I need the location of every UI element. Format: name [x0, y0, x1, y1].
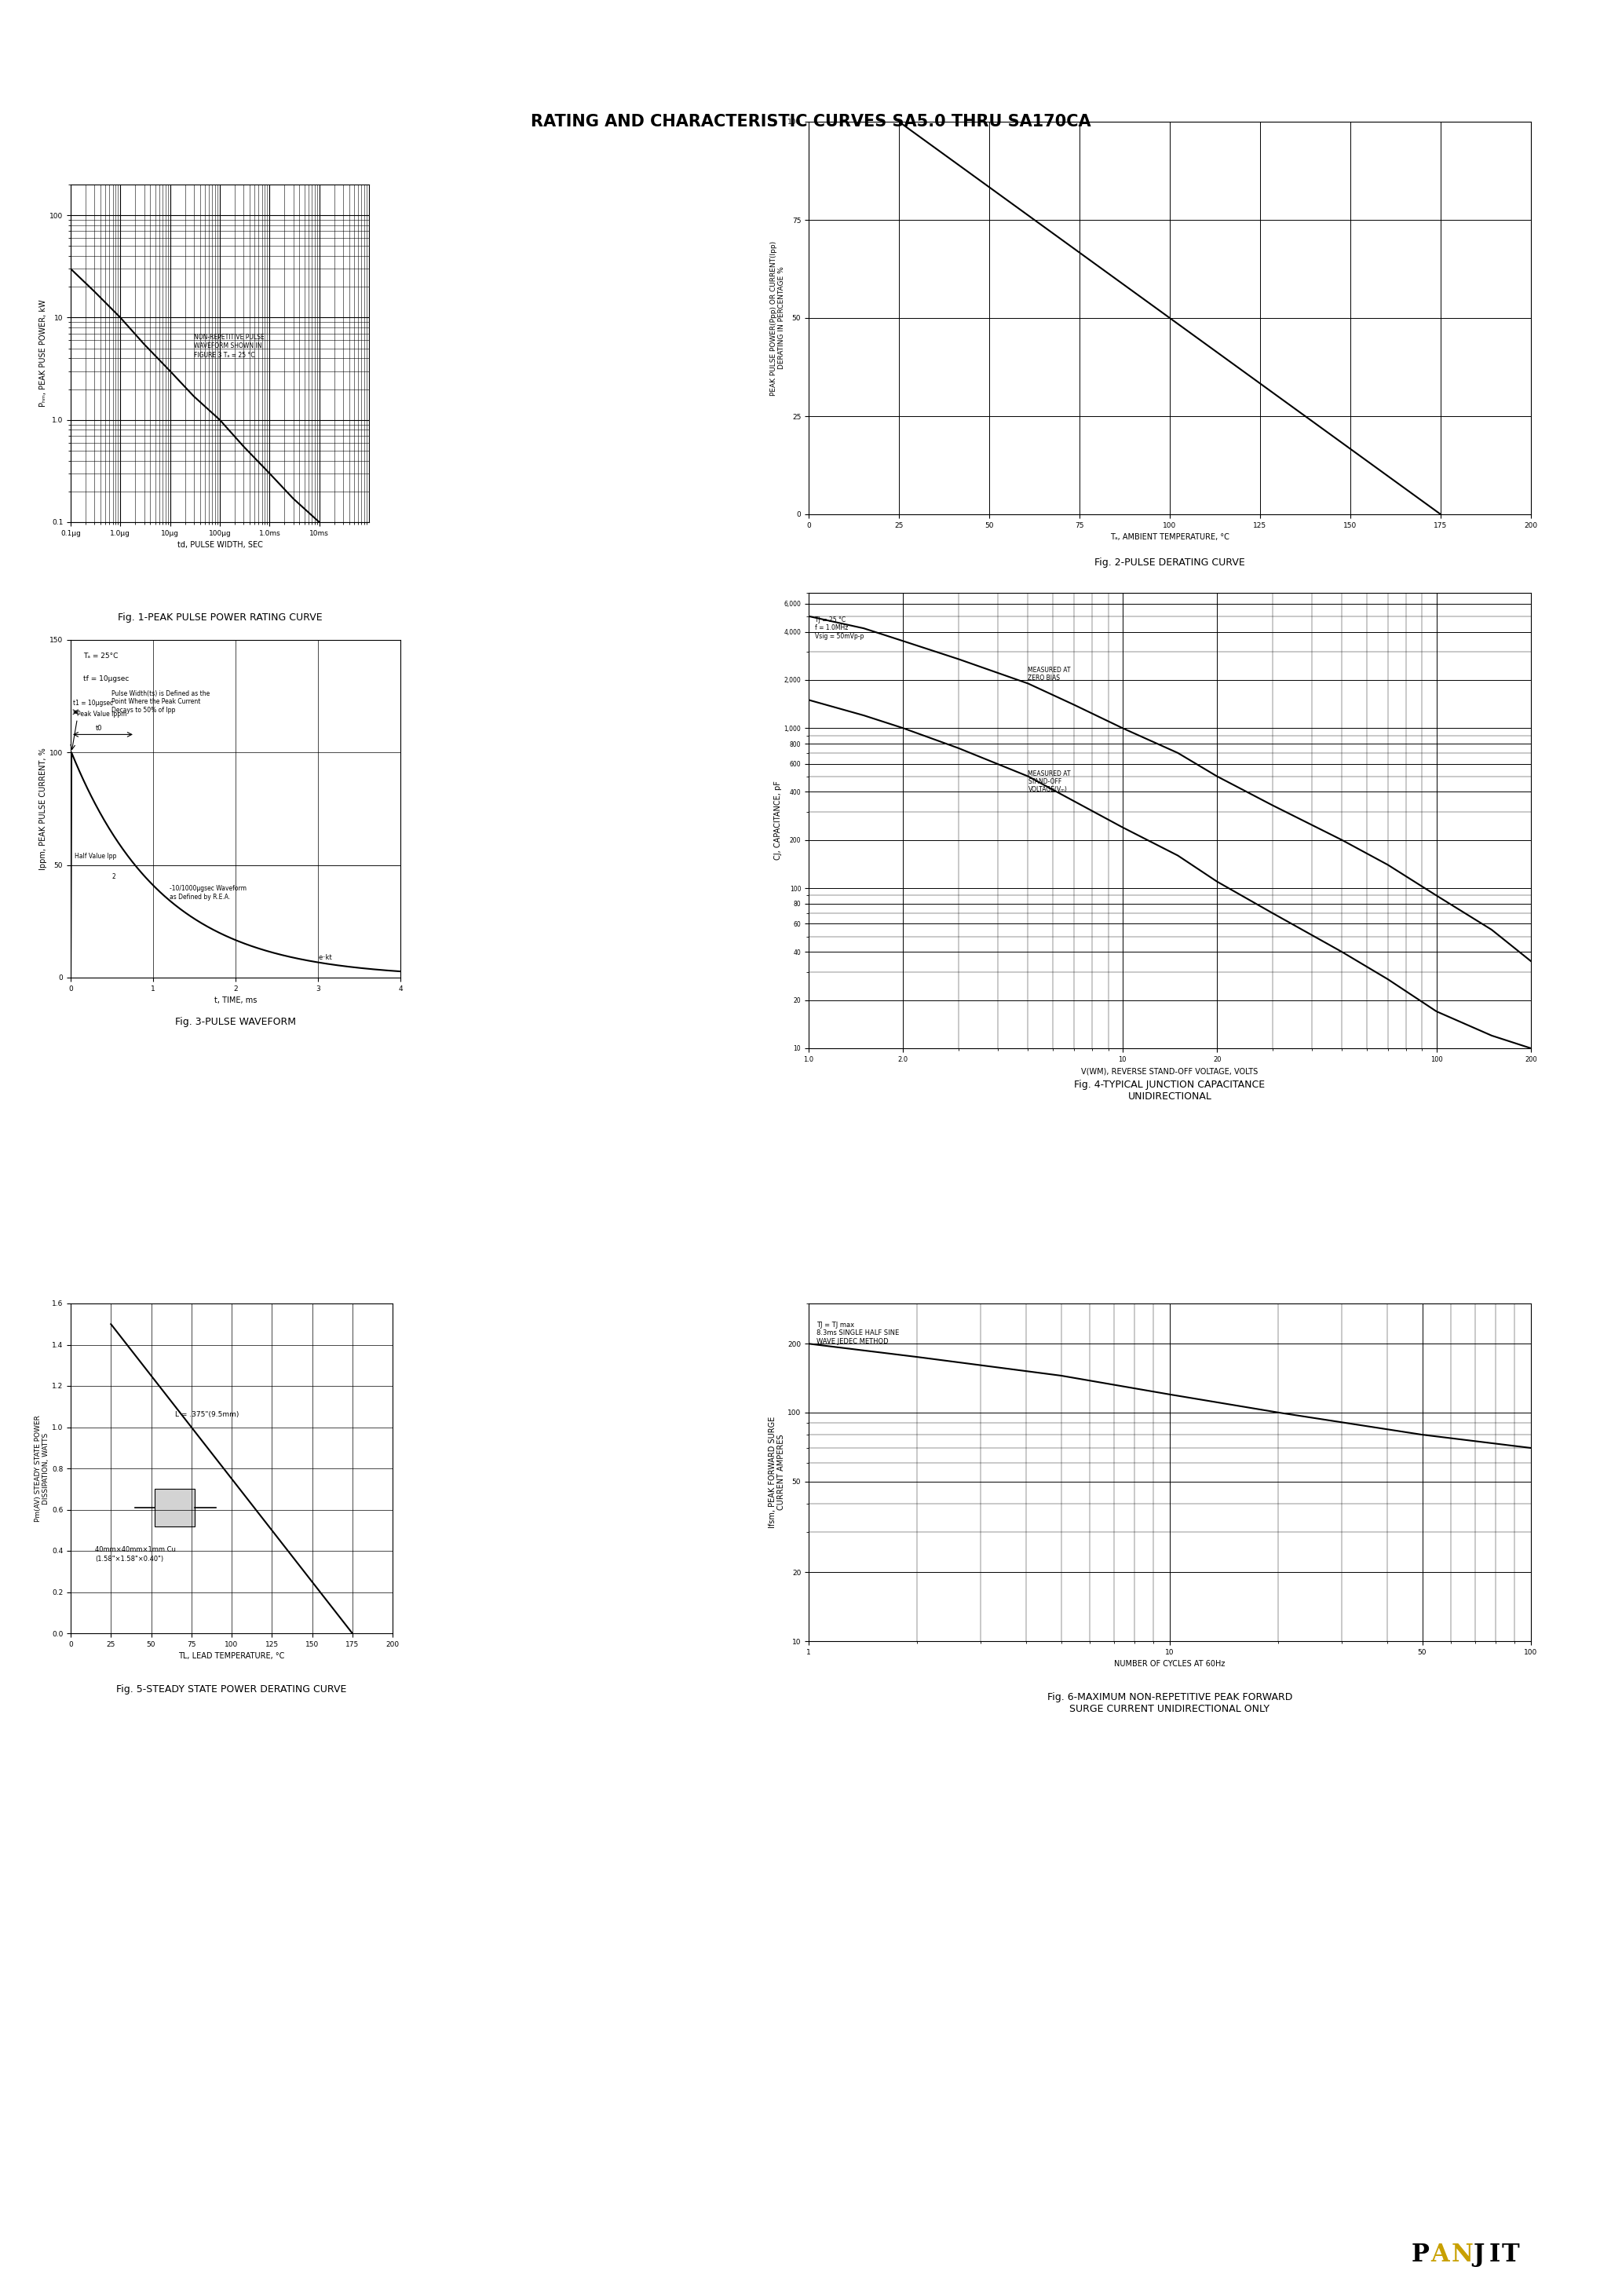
Text: MEASURED AT
ZERO BIAS: MEASURED AT ZERO BIAS: [1028, 666, 1071, 682]
Text: Fig. 2-PULSE DERATING CURVE: Fig. 2-PULSE DERATING CURVE: [1095, 558, 1246, 567]
X-axis label: NUMBER OF CYCLES AT 60Hz: NUMBER OF CYCLES AT 60Hz: [1114, 1660, 1225, 1667]
Text: Tₐ = 25°C: Tₐ = 25°C: [83, 652, 118, 659]
Text: MEASURED AT
STAND-OFF
VOLTAGE(Vₘ): MEASURED AT STAND-OFF VOLTAGE(Vₘ): [1028, 769, 1071, 794]
Text: -10/1000µgsec Waveform
as Defined by R.E.A.: -10/1000µgsec Waveform as Defined by R.E…: [170, 886, 247, 900]
Bar: [154, 1490, 195, 1527]
Y-axis label: CJ, CAPACITANCE, pF: CJ, CAPACITANCE, pF: [774, 781, 782, 861]
Y-axis label: Pₕₘ, PEAK PUSE POWER, kW: Pₕₘ, PEAK PUSE POWER, kW: [39, 301, 47, 406]
Text: L = .375"(9.5mm): L = .375"(9.5mm): [175, 1412, 238, 1419]
X-axis label: t, TIME, ms: t, TIME, ms: [214, 996, 256, 1006]
Text: J: J: [1473, 2243, 1484, 2266]
Text: P: P: [1411, 2243, 1429, 2266]
Text: Fig. 5-STEADY STATE POWER DERATING CURVE: Fig. 5-STEADY STATE POWER DERATING CURVE: [117, 1685, 347, 1694]
Text: Peak Value Ippm: Peak Value Ippm: [78, 712, 127, 719]
Y-axis label: PEAK PULSE POWER(Ppp) OR CURRENT(Ipp)
DERATING IN PERCENTAGE %: PEAK PULSE POWER(Ppp) OR CURRENT(Ipp) DE…: [770, 241, 785, 395]
Text: 40mm×40mm×1mm Cu
(1.58"×1.58"×0.40"): 40mm×40mm×1mm Cu (1.58"×1.58"×0.40"): [94, 1548, 175, 1564]
Text: TJ = 25 °C
f = 1.0MHz
Vsig = 50mVp-p: TJ = 25 °C f = 1.0MHz Vsig = 50mVp-p: [816, 615, 865, 641]
X-axis label: V(WM), REVERSE STAND-OFF VOLTAGE, VOLTS: V(WM), REVERSE STAND-OFF VOLTAGE, VOLTS: [1082, 1068, 1259, 1075]
Text: RATING AND CHARACTERISTIC CURVES SA5.0 THRU SA170CA: RATING AND CHARACTERISTIC CURVES SA5.0 T…: [530, 115, 1092, 129]
Text: e⁻kt: e⁻kt: [318, 955, 333, 962]
Text: TJ = TJ max
8.3ms SINGLE HALF SINE
WAVE JEDEC METHOD: TJ = TJ max 8.3ms SINGLE HALF SINE WAVE …: [816, 1322, 899, 1345]
Y-axis label: Ippm, PEAK PULSE CURRENT, %: Ippm, PEAK PULSE CURRENT, %: [39, 748, 47, 870]
Text: t0: t0: [96, 726, 102, 732]
X-axis label: TL, LEAD TEMPERATURE, °C: TL, LEAD TEMPERATURE, °C: [178, 1653, 285, 1660]
Text: I: I: [1489, 2243, 1500, 2266]
Text: Pulse Width(ts) is Defined as the
Point Where the Peak Current
Decays to 50% of : Pulse Width(ts) is Defined as the Point …: [112, 691, 211, 714]
Text: NON-REPETITIVE PULSE
WAVEFORM SHOWN IN
FIGURE 3 Tₐ = 25 °C: NON-REPETITIVE PULSE WAVEFORM SHOWN IN F…: [193, 333, 264, 358]
X-axis label: Tₐ, AMBIENT TEMPERATURE, °C: Tₐ, AMBIENT TEMPERATURE, °C: [1109, 533, 1229, 542]
Text: A: A: [1431, 2243, 1448, 2266]
Text: Half Value Ipp: Half Value Ipp: [75, 852, 117, 861]
Text: Fig. 4-TYPICAL JUNCTION CAPACITANCE
UNIDIRECTIONAL: Fig. 4-TYPICAL JUNCTION CAPACITANCE UNID…: [1074, 1079, 1265, 1102]
Text: N: N: [1452, 2243, 1473, 2266]
X-axis label: td, PULSE WIDTH, SEC: td, PULSE WIDTH, SEC: [177, 542, 263, 549]
Text: t1 = 10µgsec: t1 = 10µgsec: [73, 700, 114, 707]
Text: T: T: [1502, 2243, 1520, 2266]
Text: tf = 10µgsec: tf = 10µgsec: [83, 675, 128, 682]
Y-axis label: Ifsm, PEAK FORWARD SURGE
CURRENT AMPERES: Ifsm, PEAK FORWARD SURGE CURRENT AMPERES: [769, 1417, 785, 1529]
Y-axis label: Pm(AV) STEADY STATE POWER
DISSIPATION, WATTS: Pm(AV) STEADY STATE POWER DISSIPATION, W…: [34, 1414, 50, 1522]
Text: 2: 2: [112, 872, 115, 879]
Text: Fig. 3-PULSE WAVEFORM: Fig. 3-PULSE WAVEFORM: [175, 1017, 295, 1026]
Text: Fig. 1-PEAK PULSE POWER RATING CURVE: Fig. 1-PEAK PULSE POWER RATING CURVE: [117, 613, 323, 622]
Text: Fig. 6-MAXIMUM NON-REPETITIVE PEAK FORWARD
SURGE CURRENT UNIDIRECTIONAL ONLY: Fig. 6-MAXIMUM NON-REPETITIVE PEAK FORWA…: [1048, 1692, 1293, 1715]
